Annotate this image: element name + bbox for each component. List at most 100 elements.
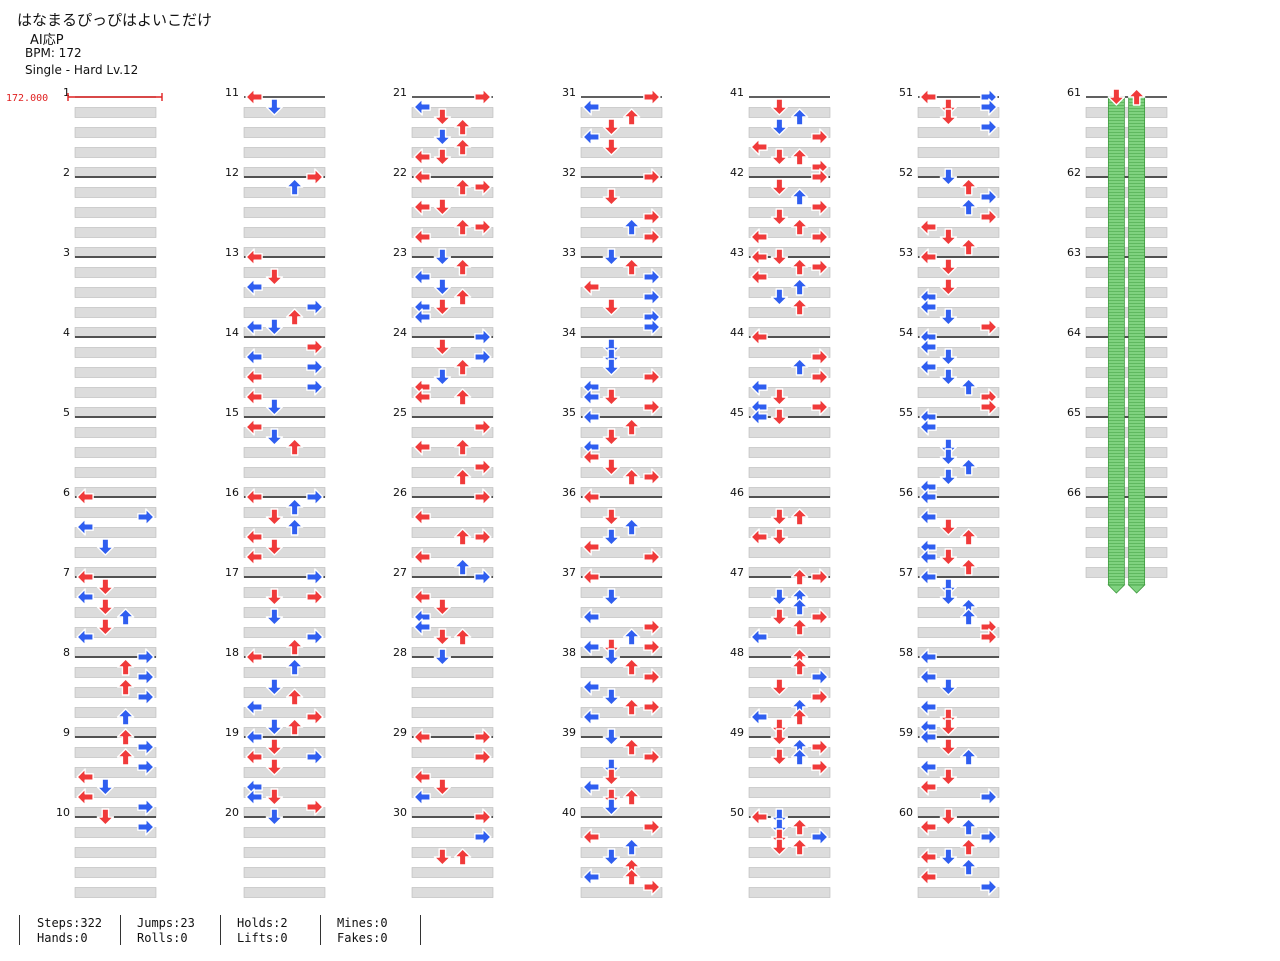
row-stripe [411,667,494,678]
measure-number: 27 [393,566,407,579]
measure-number: 60 [899,806,913,819]
row-stripe [748,347,831,358]
measure-number: 4 [63,326,70,339]
row-stripe [243,267,326,278]
hold-body [1128,96,1146,586]
row-stripe [748,427,831,438]
step-arrow-icon [919,88,937,106]
row-stripe [74,187,157,198]
row-stripe [1085,147,1168,158]
row-stripe [74,627,157,638]
row-stripe [748,307,831,318]
row-stripe [74,367,157,378]
row-stripe [74,327,157,338]
row-stripe [411,547,494,558]
row-stripe [1085,567,1168,578]
row-stripe [411,887,494,898]
row-stripe [748,367,831,378]
row-stripe [411,247,494,258]
row-stripe [917,887,1000,898]
row-stripe [580,427,663,438]
row-stripe [580,147,663,158]
measure-number: 39 [562,726,576,739]
row-stripe [74,227,157,238]
row-stripe [1085,107,1168,118]
row-stripe [917,347,1000,358]
row-stripe [748,707,831,718]
row-stripe [74,287,157,298]
row-stripe [243,227,326,238]
stats-divider [420,915,421,945]
row-stripe [580,467,663,478]
row-stripe [411,207,494,218]
measure-number: 31 [562,86,576,99]
row-stripe [1085,347,1168,358]
row-stripe [748,467,831,478]
measure-number: 19 [225,726,239,739]
row-stripe [748,487,831,498]
row-stripe [1085,427,1168,438]
row-stripe [74,607,157,618]
row-stripe [917,207,1000,218]
row-stripe [1085,227,1168,238]
chart-stats: Steps:322 Hands:0 Jumps:23 Rolls:0 Holds… [0,910,440,950]
measure-number: 23 [393,246,407,259]
row-stripe [917,787,1000,798]
song-title: はなまるぴっぴはよいこだけ [17,11,213,29]
row-stripe [1085,167,1168,178]
measure-number: 33 [562,246,576,259]
row-stripe [243,307,326,318]
row-stripe [580,707,663,718]
row-stripe [74,687,157,698]
stat-hands: Hands:0 [37,931,88,945]
measure-number: 65 [1067,406,1081,419]
row-stripe [917,607,1000,618]
row-stripe [243,847,326,858]
row-stripe [74,547,157,558]
row-stripe [917,847,1000,858]
row-stripe [411,127,494,138]
row-stripe [748,587,831,598]
row-stripe [748,727,831,738]
row-stripe [74,587,157,598]
row-stripe [748,187,831,198]
row-stripe [580,787,663,798]
row-stripe [748,687,831,698]
measure-number: 7 [63,566,70,579]
measure-number: 50 [730,806,744,819]
row-stripe [748,867,831,878]
measure-number: 18 [225,646,239,659]
row-stripe [917,307,1000,318]
row-stripe [917,707,1000,718]
row-stripe [580,267,663,278]
measure-number: 8 [63,646,70,659]
measure-number: 28 [393,646,407,659]
measure-number: 63 [1067,246,1081,259]
row-stripe [748,267,831,278]
row-stripe [74,727,157,738]
measure-number: 62 [1067,166,1081,179]
row-stripe [74,147,157,158]
row-stripe [1085,367,1168,378]
measure-number: 12 [225,166,239,179]
row-stripe [411,587,494,598]
measure-number: 40 [562,806,576,819]
row-stripe [411,427,494,438]
measure-number: 47 [730,566,744,579]
row-stripe [411,447,494,458]
row-stripe [411,287,494,298]
row-stripe [411,847,494,858]
row-stripe [580,367,663,378]
row-stripe [917,687,1000,698]
stats-divider [19,915,20,945]
row-stripe [748,847,831,858]
stats-divider [320,915,321,945]
measure-number: 21 [393,86,407,99]
measure-number: 59 [899,726,913,739]
row-stripe [580,347,663,358]
row-stripe [917,107,1000,118]
row-stripe [74,867,157,878]
row-stripe [580,687,663,698]
row-stripe [411,187,494,198]
row-stripe [411,707,494,718]
